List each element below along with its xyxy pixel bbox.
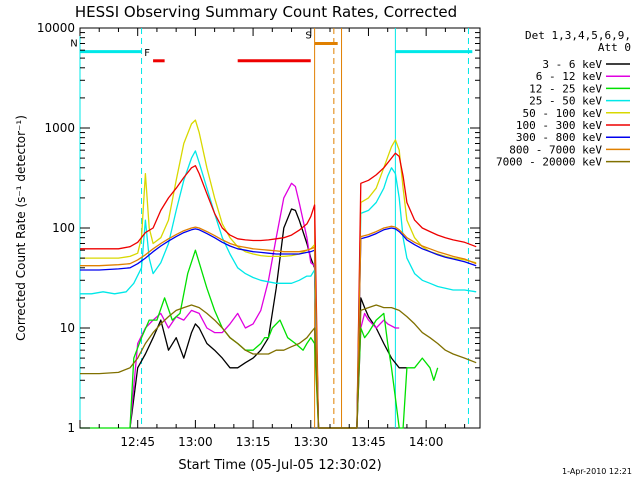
legend-label: 3 - 6 keV [542, 58, 602, 71]
legend-label: 800 - 7000 keV [509, 143, 602, 156]
series-line [80, 249, 439, 429]
legend-label: 25 - 50 keV [529, 95, 602, 108]
y-tick-label: 10 [60, 321, 75, 335]
y-tick-label: 10000 [37, 21, 75, 35]
chart-title: HESSI Observing Summary Count Rates, Cor… [75, 3, 457, 21]
x-tick-label: 13:15 [236, 435, 271, 449]
x-tick-label: 14:00 [409, 435, 444, 449]
y-axis-label: Corrected Count Rate (s⁻¹ detector⁻¹) [14, 115, 28, 341]
x-tick-label: 13:45 [351, 435, 386, 449]
legend-label: 50 - 100 keV [523, 107, 603, 120]
legend-label: 300 - 800 keV [516, 131, 602, 144]
x-tick-label: 13:30 [293, 435, 328, 449]
flag-label: S [305, 30, 311, 41]
series-line [80, 225, 477, 429]
footer-timestamp: 1-Apr-2010 12:21 [562, 467, 632, 476]
legend-label: 7000 - 20000 keV [496, 156, 602, 169]
plot-frame [79, 27, 481, 429]
y-tick-label: 100 [52, 221, 75, 235]
x-tick-label: 13:00 [178, 435, 213, 449]
legend-label: 100 - 300 keV [516, 119, 602, 132]
legend-label: 6 - 12 keV [536, 70, 603, 83]
x-axis-label: Start Time (05-Jul-05 12:30:02) [178, 458, 381, 473]
legend-label: 12 - 25 keV [529, 82, 602, 95]
series-line [80, 227, 477, 429]
y-tick-label: 1 [67, 421, 75, 435]
series-line [129, 208, 407, 429]
series-line [80, 304, 477, 429]
x-axis: 12:45 13:00 13:15 13:30 13:45 14:00 [79, 28, 466, 449]
series-line [80, 150, 477, 429]
series-group [80, 119, 477, 429]
series-line [80, 119, 477, 429]
x-tick-label: 12:45 [120, 435, 155, 449]
series-line [80, 152, 477, 429]
flag-label: N [70, 39, 77, 50]
flag-label: F [144, 48, 150, 59]
legend-header-2: Att 0 [598, 41, 631, 54]
legend-header-1: Det 1,3,4,5,6,9, [525, 29, 631, 42]
y-axis: 1 10 100 1000 10000 [37, 21, 480, 435]
flags: N F S [70, 30, 473, 63]
y-tick-label: 1000 [44, 121, 75, 135]
